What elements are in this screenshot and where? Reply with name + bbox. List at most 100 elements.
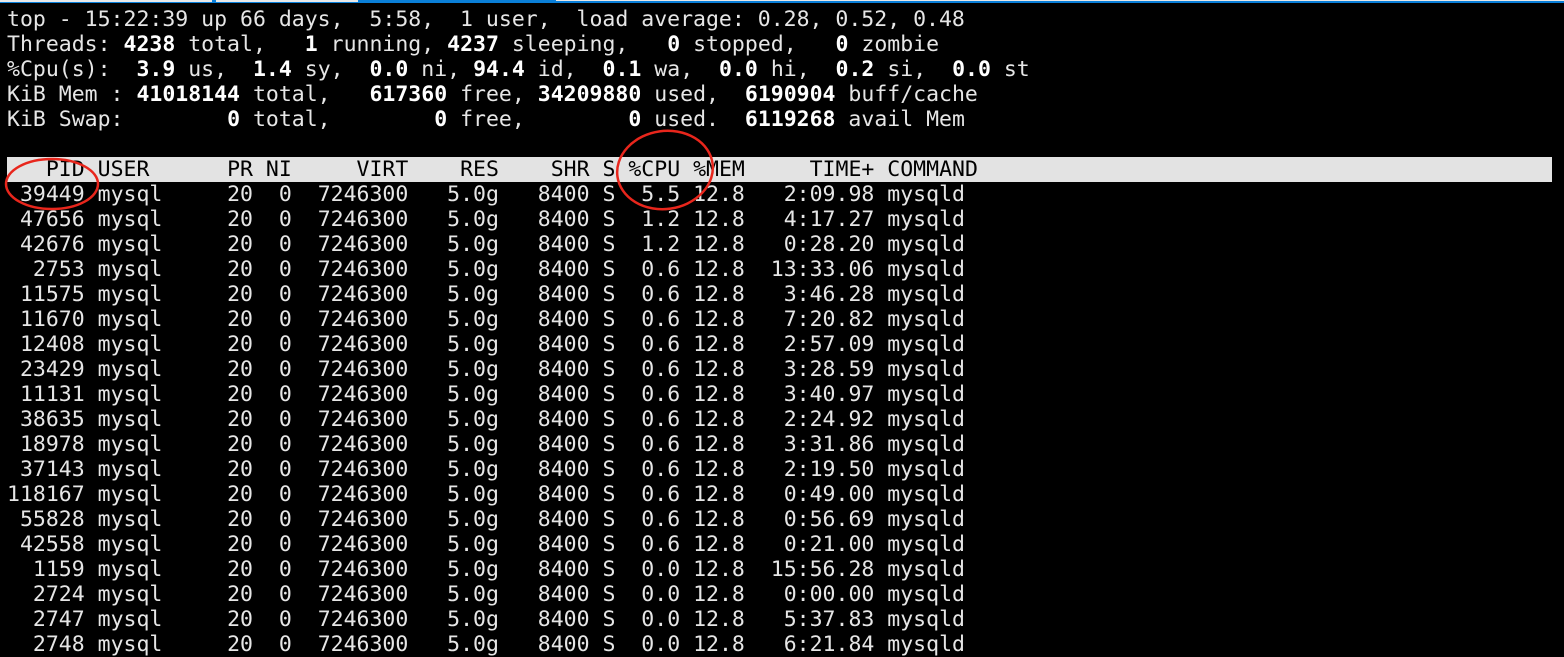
cell-shr: 8400 [498, 382, 590, 407]
table-row[interactable]: 2724 mysql 20 0 7246300 5.0g 8400 S 0.0 … [7, 582, 1552, 607]
cell-shr: 8400 [498, 582, 590, 607]
table-row[interactable]: 2753 mysql 20 0 7246300 5.0g 8400 S 0.6 … [7, 257, 1552, 282]
cell-cpu: 0.6 [615, 332, 681, 357]
table-row[interactable]: 12408 mysql 20 0 7246300 5.0g 8400 S 0.6… [7, 332, 1552, 357]
top-summary: top - 15:22:39 up 66 days, 5:58, 1 user,… [7, 7, 1552, 132]
table-row[interactable]: 38635 mysql 20 0 7246300 5.0g 8400 S 0.6… [7, 407, 1552, 432]
table-row[interactable]: 55828 mysql 20 0 7246300 5.0g 8400 S 0.6… [7, 507, 1552, 532]
cell-virt: 7246300 [291, 582, 409, 607]
cell-mem: 12.8 [680, 457, 745, 482]
window-tab[interactable] [0, 0, 212, 2]
summary-label: id, [524, 57, 603, 82]
cell-state: S [589, 407, 616, 432]
summary-label: total, [240, 107, 435, 132]
cell-virt: 7246300 [291, 432, 409, 457]
cell-state: S [589, 607, 616, 632]
cell-pid: 2724 [7, 582, 85, 607]
summary-label: sleeping, [498, 32, 668, 57]
cell-command: mysqld [887, 332, 965, 357]
cell-state: S [589, 357, 616, 382]
cell-virt: 7246300 [291, 232, 409, 257]
cell-time: 6:21.84 [744, 632, 875, 657]
cell-mem: 12.8 [680, 232, 745, 257]
cell-ni: 0 [252, 582, 292, 607]
cell-time: 3:28.59 [744, 357, 875, 382]
cell-state: S [589, 207, 616, 232]
cell-ni: 0 [252, 182, 292, 207]
cell-pid: 12408 [7, 332, 85, 357]
cell-res: 5.0g [408, 407, 499, 432]
cell-res: 5.0g [408, 557, 499, 582]
cell-user: mysql [97, 607, 215, 632]
table-row[interactable]: 39449 mysql 20 0 7246300 5.0g 8400 S 5.5… [7, 182, 1552, 207]
cell-virt: 7246300 [291, 532, 409, 557]
summary-value: 94.4 [473, 57, 525, 82]
cell-command: mysqld [887, 457, 965, 482]
cell-res: 5.0g [408, 282, 499, 307]
table-row[interactable]: 23429 mysql 20 0 7246300 5.0g 8400 S 0.6… [7, 357, 1552, 382]
summary-label: ni, [408, 57, 474, 82]
cell-pid: 23429 [7, 357, 85, 382]
table-row[interactable]: 2747 mysql 20 0 7246300 5.0g 8400 S 0.0 … [7, 607, 1552, 632]
cell-ni: 0 [252, 332, 292, 357]
cell-state: S [589, 432, 616, 457]
cell-time: 2:57.09 [744, 332, 875, 357]
cell-ni: 0 [252, 307, 292, 332]
cell-command: mysqld [887, 207, 965, 232]
cell-user: mysql [97, 257, 215, 282]
window-tab[interactable] [216, 0, 358, 2]
cell-cpu: 0.6 [615, 482, 681, 507]
cell-ni: 0 [252, 207, 292, 232]
cell-virt: 7246300 [291, 182, 409, 207]
summary-value: 0.0 [952, 57, 991, 82]
summary-value: 6190904 [744, 82, 836, 107]
cell-user: mysql [97, 457, 215, 482]
cell-user: mysql [97, 557, 215, 582]
cell-command: mysqld [887, 257, 965, 282]
table-row[interactable]: 118167 mysql 20 0 7246300 5.0g 8400 S 0.… [7, 482, 1552, 507]
cell-shr: 8400 [498, 607, 590, 632]
column-header-time: TIME+ [744, 157, 875, 182]
cell-res: 5.0g [408, 582, 499, 607]
cell-command: mysqld [887, 632, 965, 657]
cell-pid: 39449 [7, 182, 85, 207]
cell-user: mysql [97, 432, 215, 457]
cell-user: mysql [97, 632, 215, 657]
cell-res: 5.0g [408, 207, 499, 232]
cell-mem: 12.8 [680, 482, 745, 507]
cell-user: mysql [97, 182, 215, 207]
table-row[interactable]: 11575 mysql 20 0 7246300 5.0g 8400 S 0.6… [7, 282, 1552, 307]
cell-res: 5.0g [408, 382, 499, 407]
cell-ni: 0 [252, 532, 292, 557]
cell-virt: 7246300 [291, 607, 409, 632]
cell-state: S [589, 307, 616, 332]
summary-value: 3.9 [136, 57, 176, 82]
cell-command: mysqld [887, 507, 965, 532]
table-row[interactable]: 42676 mysql 20 0 7246300 5.0g 8400 S 1.2… [7, 232, 1552, 257]
table-row[interactable]: 47656 mysql 20 0 7246300 5.0g 8400 S 1.2… [7, 207, 1552, 232]
cell-pr: 20 [214, 307, 253, 332]
table-row[interactable]: 11131 mysql 20 0 7246300 5.0g 8400 S 0.6… [7, 382, 1552, 407]
cell-mem: 12.8 [680, 357, 745, 382]
cell-pr: 20 [214, 432, 253, 457]
table-row[interactable]: 1159 mysql 20 0 7246300 5.0g 8400 S 0.0 … [7, 557, 1552, 582]
cell-time: 3:46.28 [744, 282, 875, 307]
cell-virt: 7246300 [291, 282, 409, 307]
terminal-output: top - 15:22:39 up 66 days, 5:58, 1 user,… [7, 7, 1552, 657]
table-row[interactable]: 11670 mysql 20 0 7246300 5.0g 8400 S 0.6… [7, 307, 1552, 332]
cell-mem: 12.8 [680, 507, 745, 532]
summary-value: 4237 [447, 32, 499, 57]
cell-res: 5.0g [408, 632, 499, 657]
table-row[interactable]: 37143 mysql 20 0 7246300 5.0g 8400 S 0.6… [7, 457, 1552, 482]
summary-value: 617360 [369, 82, 448, 107]
window-tab[interactable] [556, 0, 1564, 1]
table-row[interactable]: 42558 mysql 20 0 7246300 5.0g 8400 S 0.6… [7, 532, 1552, 557]
cell-command: mysqld [887, 482, 965, 507]
cell-cpu: 0.6 [615, 282, 681, 307]
cell-mem: 12.8 [680, 557, 745, 582]
table-row[interactable]: 2748 mysql 20 0 7246300 5.0g 8400 S 0.0 … [7, 632, 1552, 657]
cell-pr: 20 [214, 407, 253, 432]
cell-shr: 8400 [498, 307, 590, 332]
column-header-cpu: %CPU [615, 157, 681, 182]
table-row[interactable]: 18978 mysql 20 0 7246300 5.0g 8400 S 0.6… [7, 432, 1552, 457]
